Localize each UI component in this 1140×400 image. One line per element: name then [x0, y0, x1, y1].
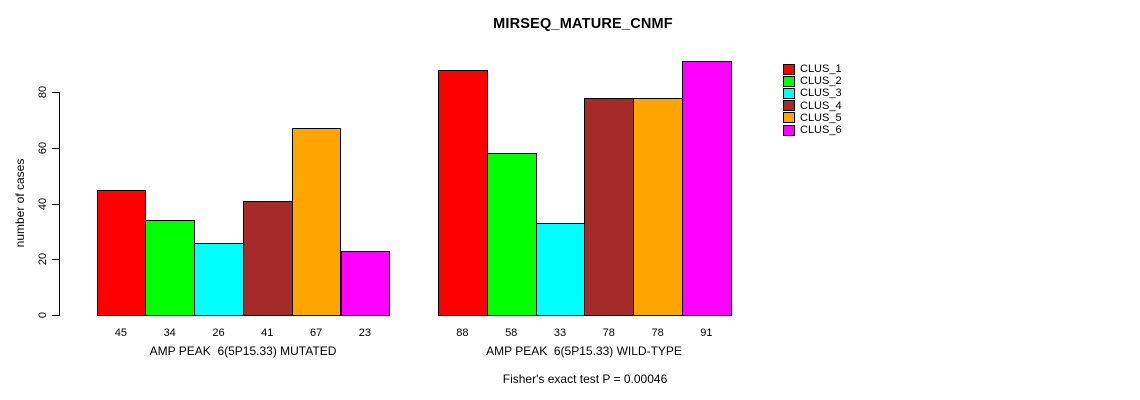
legend: CLUS_1 CLUS_2 CLUS_3 CLUS_4 CLUS_5 CLUS_6 [783, 63, 842, 136]
legend-label: CLUS_2 [800, 75, 842, 88]
bar-clus_5-group1 [291, 128, 342, 316]
legend-item: CLUS_3 [783, 87, 842, 99]
bar-value-label: 45 [114, 327, 128, 339]
y-tick [52, 147, 60, 149]
bar-clus_4-group1 [242, 200, 293, 316]
y-tick [52, 315, 60, 316]
legend-label: CLUS_6 [800, 124, 842, 137]
y-tick-label: 0 [37, 311, 49, 319]
legend-swatch [783, 87, 795, 99]
bar-clus_3-group2 [535, 223, 586, 316]
bar-clus_3-group1 [194, 242, 244, 316]
bar-value-label: 34 [163, 327, 176, 339]
y-tick-label: 80 [37, 85, 49, 99]
y-tick [52, 92, 60, 93]
bar-value-label: 26 [212, 327, 225, 339]
y-tick-label: 20 [37, 253, 49, 266]
chart-title: MIRSEQ_MATURE_CNMF [493, 16, 673, 32]
bar-clus_2-group1 [145, 220, 196, 316]
bar-value-label: 88 [456, 327, 469, 339]
legend-swatch [783, 124, 795, 136]
legend-swatch [783, 75, 795, 87]
bar-clus_1-group2 [438, 69, 488, 316]
legend-label: CLUS_4 [800, 99, 842, 112]
y-tick [52, 259, 60, 261]
bar-value-label: 91 [700, 327, 713, 339]
bar-clus_2-group2 [486, 153, 537, 316]
bar-clus_1-group1 [96, 189, 147, 316]
group-label-mutated: AMP PEAK 6(5P15.33) MUTATED [149, 344, 337, 358]
y-tick-label: 60 [37, 141, 49, 154]
bar-value-label: 67 [309, 327, 323, 339]
legend-item: CLUS_4 [783, 100, 842, 112]
fisher-test-note: Fisher's exact test P = 0.00046 [502, 372, 668, 386]
bar-value-label: 23 [358, 327, 372, 339]
legend-swatch [783, 112, 795, 124]
legend-item: CLUS_5 [783, 112, 842, 124]
legend-label: CLUS_1 [800, 63, 842, 76]
group-label-wild-type: AMP PEAK 6(5P15.33) WILD-TYPE [486, 344, 682, 358]
bar-value-label: 41 [261, 327, 274, 339]
bar-clus_6-group2 [682, 61, 732, 316]
bar-value-label: 78 [651, 327, 664, 339]
y-axis-label: number of cases [13, 158, 27, 248]
legend-item: CLUS_2 [783, 75, 842, 87]
legend-item: CLUS_6 [783, 124, 842, 136]
y-tick-label: 40 [37, 197, 49, 210]
legend-swatch [783, 63, 795, 75]
legend-item: CLUS_1 [783, 63, 842, 75]
y-tick [52, 203, 60, 205]
bar-value-label: 33 [553, 327, 567, 339]
bar-value-label: 78 [602, 327, 615, 339]
bar-value-label: 58 [505, 327, 518, 339]
bar-clus_4-group2 [584, 97, 635, 316]
legend-label: CLUS_3 [800, 87, 842, 100]
bar-clus_6-group1 [340, 250, 391, 316]
legend-label: CLUS_5 [800, 111, 842, 124]
legend-swatch [783, 100, 795, 112]
bar-clus_5-group2 [633, 97, 683, 316]
